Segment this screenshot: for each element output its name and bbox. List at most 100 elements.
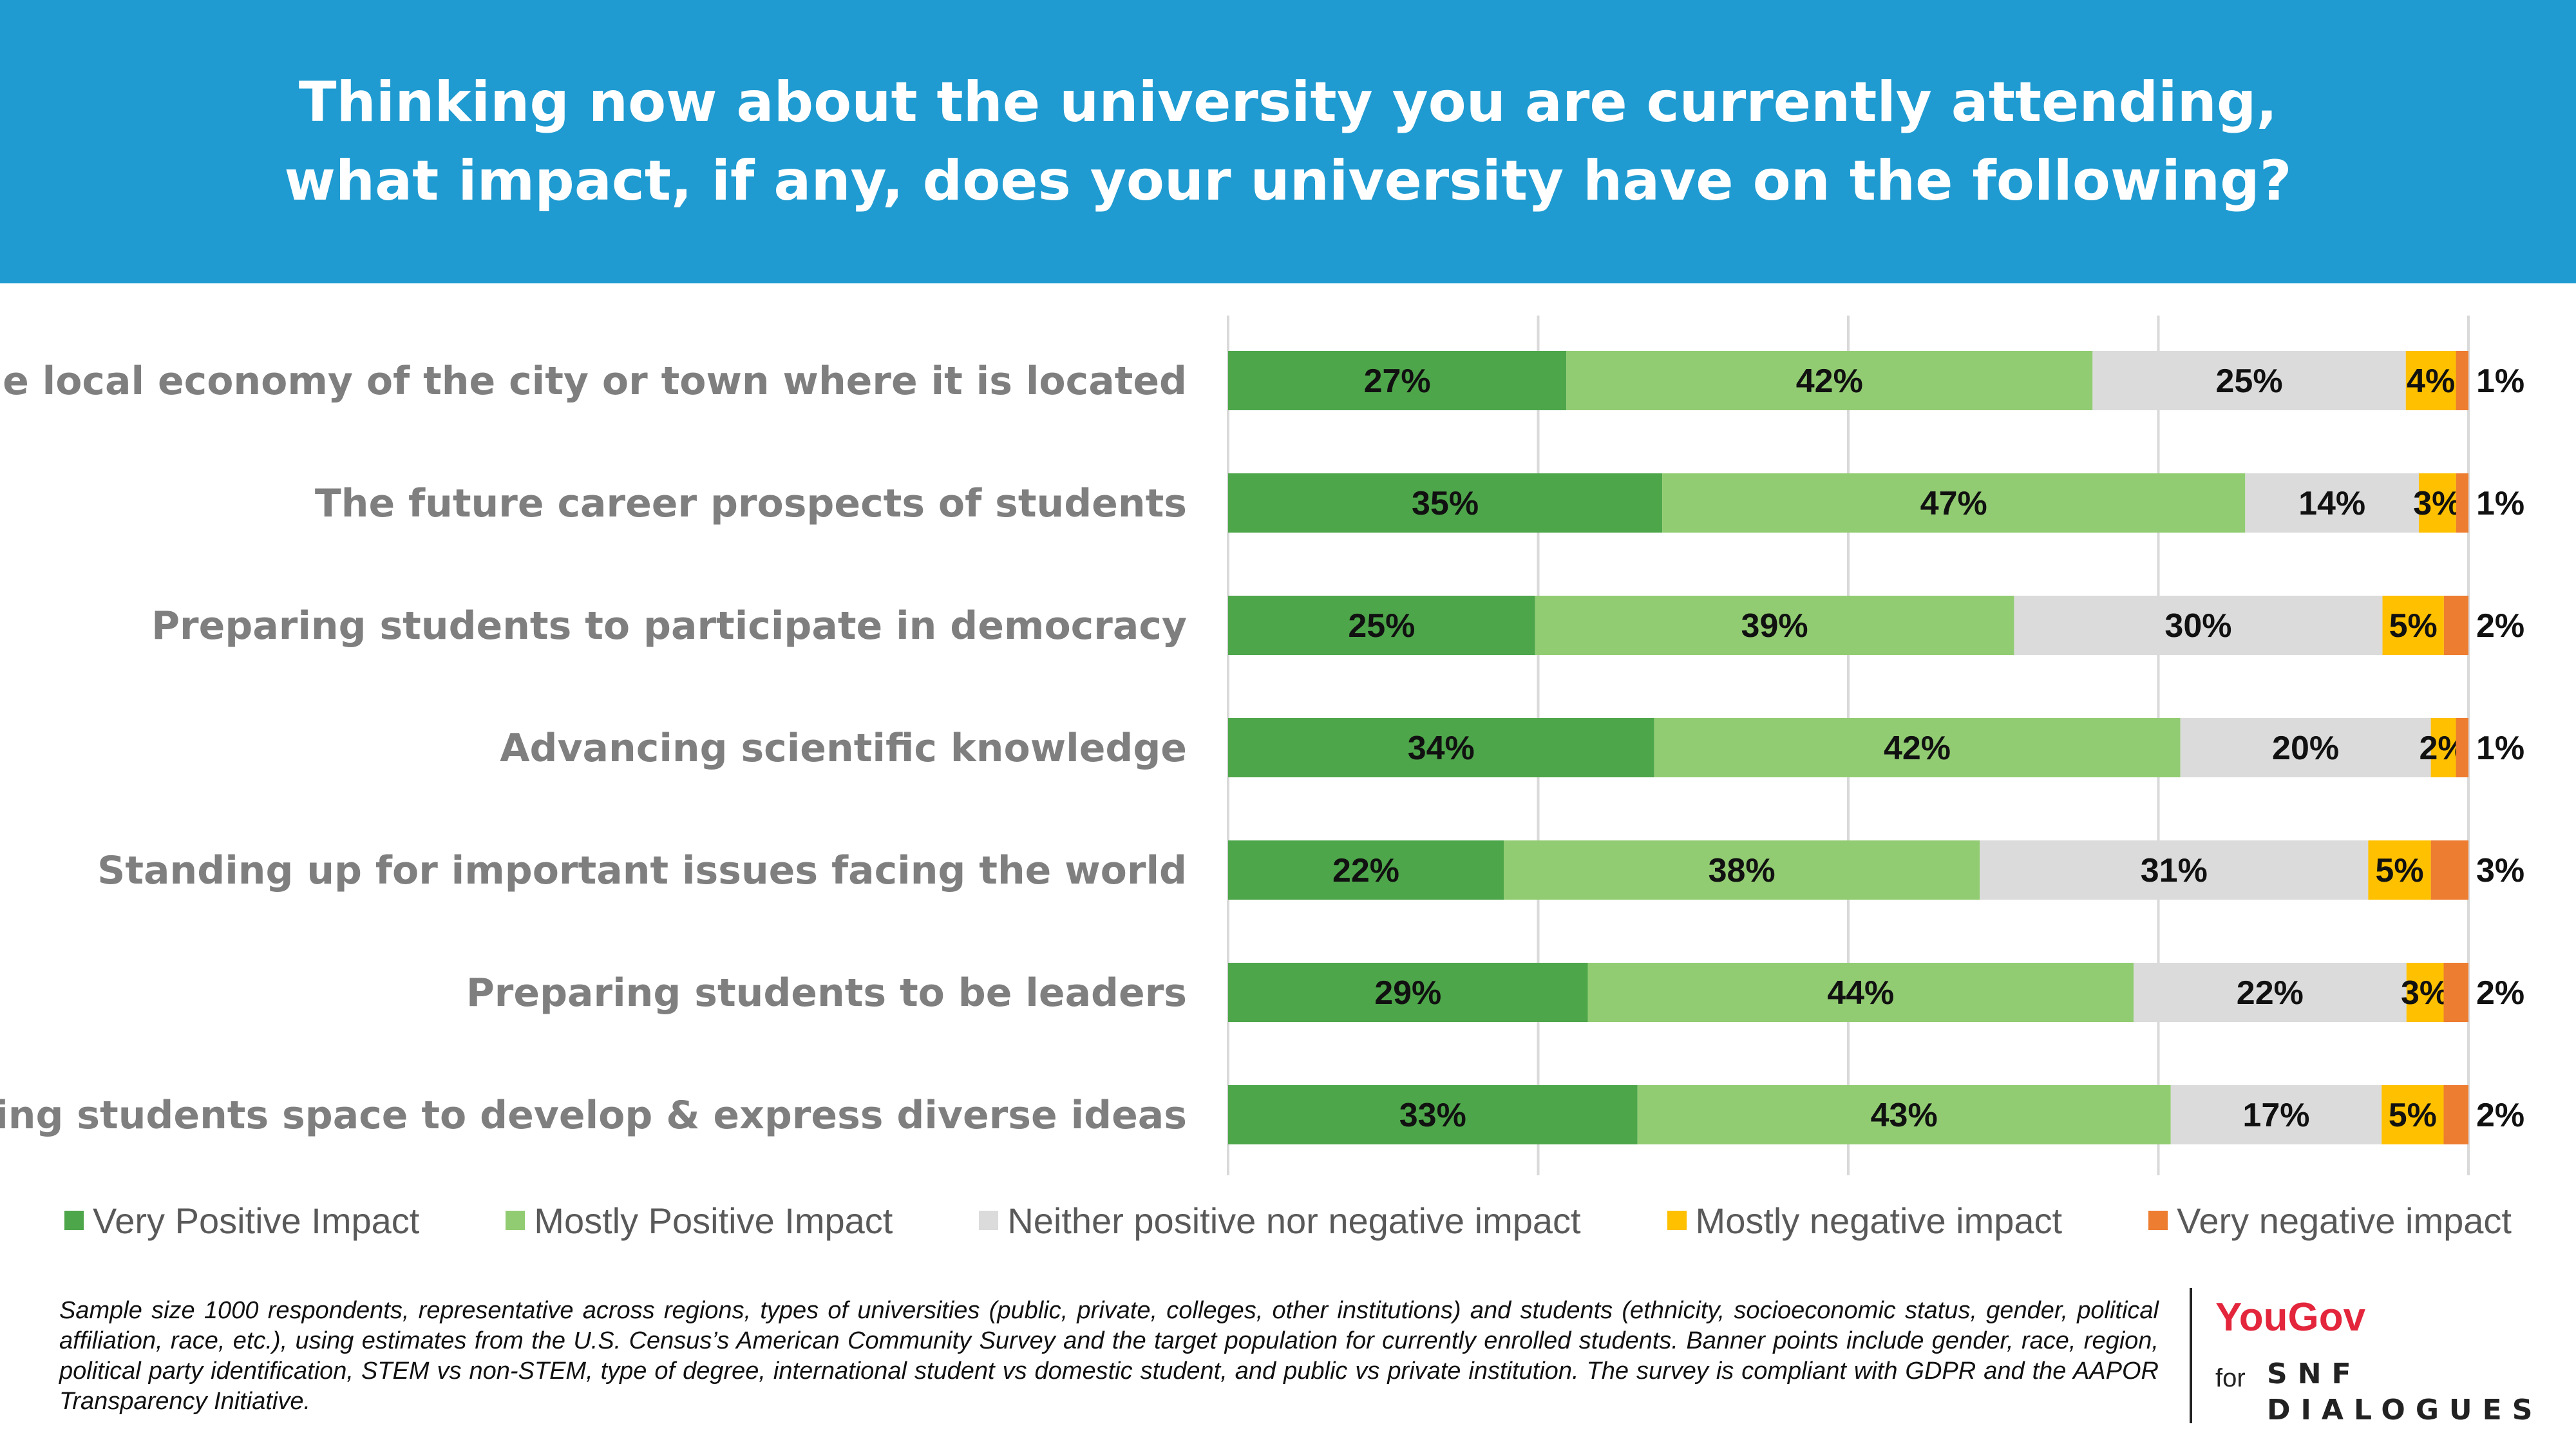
bar-segment	[1228, 351, 1567, 410]
bar-segment	[2382, 596, 2444, 655]
legend-label: Neither positive nor negative impact	[1007, 1200, 1581, 1241]
data-label: 25%	[2216, 363, 2283, 400]
title-line-1: Thinking now about the university you ar…	[298, 70, 2278, 135]
bar-segment	[2456, 473, 2468, 533]
data-label: 2%	[2476, 607, 2524, 645]
bar-segment	[2180, 718, 2431, 777]
bar-segment	[1504, 840, 1980, 900]
bar-segment	[2430, 718, 2456, 777]
data-label: 1%	[2476, 363, 2524, 400]
chart-title: Thinking now about the university you ar…	[0, 0, 2576, 283]
data-label: 1%	[2476, 485, 2524, 522]
data-label: 3%	[2476, 852, 2524, 889]
legend-item: Neither positive nor negative impact	[979, 1200, 1581, 1242]
bar-segment	[2456, 351, 2468, 410]
data-label: 4%	[2407, 363, 2455, 400]
data-label: 42%	[1884, 730, 1951, 767]
data-label: 31%	[2141, 852, 2208, 889]
legend-swatch	[64, 1211, 84, 1230]
legend-swatch	[2148, 1211, 2168, 1230]
snf-dialogues-logo: SNF DIALOGUES	[2267, 1356, 2543, 1428]
data-label: 34%	[1408, 730, 1475, 767]
title-line-2: what impact, if any, does your universit…	[284, 149, 2292, 213]
legend-swatch	[506, 1211, 526, 1230]
data-label: 33%	[1399, 1097, 1466, 1134]
bar-segment	[1228, 596, 1535, 655]
data-label: 29%	[1374, 974, 1441, 1012]
legend-swatch	[979, 1211, 999, 1230]
legend-item: Mostly Positive Impact	[506, 1200, 893, 1242]
data-label: 5%	[2375, 852, 2423, 889]
data-label: 5%	[2389, 607, 2438, 645]
data-label: 3%	[2401, 974, 2449, 1012]
legend-item: Mostly negative impact	[1667, 1200, 2063, 1242]
bar-segment	[2443, 596, 2468, 655]
category-label: Advancing scientific knowledge	[500, 726, 1187, 771]
bar-segment	[1662, 473, 2246, 533]
legend-swatch	[1667, 1211, 1687, 1230]
bar-segment	[1654, 718, 2181, 777]
bar-segment	[2443, 1085, 2468, 1144]
legend-item: Very negative impact	[2148, 1200, 2512, 1242]
footnote: Sample size 1000 respondents, representa…	[59, 1297, 2159, 1415]
data-label: 39%	[1741, 607, 1808, 645]
brand-divider	[2190, 1288, 2192, 1423]
data-label: 17%	[2242, 1097, 2309, 1134]
data-label: 22%	[1332, 852, 1399, 889]
bar-segment	[2430, 840, 2468, 900]
brand-block: YouGov for SNF DIALOGUES	[2215, 1294, 2563, 1436]
data-label: 22%	[2237, 974, 2304, 1012]
snf-logo-line-2: DIALOGUES	[2267, 1394, 2543, 1426]
bar-segment	[2368, 840, 2431, 900]
bar-segment	[1980, 840, 2369, 900]
legend-label: Mostly negative impact	[1695, 1200, 2063, 1241]
data-label: 5%	[2389, 1097, 2437, 1134]
legend: Very Positive Impact Mostly Positive Impa…	[64, 1198, 2512, 1243]
bar-segment	[2443, 963, 2468, 1022]
data-label: 47%	[1920, 485, 1987, 522]
data-label: 2%	[2476, 1097, 2524, 1134]
data-label: 27%	[1364, 363, 1431, 400]
bar-segment	[2406, 963, 2444, 1022]
legend-item: Very Positive Impact	[64, 1200, 419, 1242]
category-label: Preparing students to participate in dem…	[151, 603, 1187, 649]
bar-segment	[2418, 473, 2456, 533]
data-label: 42%	[1796, 363, 1863, 400]
chart-svg: The local economy of the city or town wh…	[0, 316, 2524, 1175]
bar-segment	[2170, 1085, 2382, 1144]
bar-segment	[2092, 351, 2406, 410]
bar-segment	[2456, 718, 2468, 777]
data-label: 30%	[2164, 607, 2231, 645]
bar-segment	[1228, 963, 1588, 1022]
brand-for-text: for	[2215, 1364, 2246, 1392]
legend-label: Mostly Positive Impact	[534, 1200, 893, 1241]
legend-label: Very negative impact	[2177, 1200, 2512, 1241]
bar-segment	[2014, 596, 2383, 655]
category-label: Standing up for important issues facing …	[97, 848, 1187, 893]
data-label: 43%	[1871, 1097, 1938, 1134]
bar-segment	[2382, 1085, 2444, 1144]
data-label: 35%	[1412, 485, 1479, 522]
yougov-logo: YouGov	[2215, 1295, 2366, 1340]
bar-segment	[2245, 473, 2419, 533]
data-label: 14%	[2298, 485, 2365, 522]
bar-segment	[2405, 351, 2456, 410]
snf-logo-line-1: SNF	[2267, 1358, 2362, 1390]
data-label: 3%	[2413, 485, 2461, 522]
bar-segment	[1228, 473, 1663, 533]
bar-segment	[2133, 963, 2407, 1022]
bar-segment	[1535, 596, 2014, 655]
category-label: The local economy of the city or town wh…	[0, 359, 1187, 404]
bar-segment	[1228, 718, 1654, 777]
bar-segment	[1587, 963, 2134, 1022]
category-label: Preparing students to be leaders	[466, 971, 1187, 1016]
legend-label: Very Positive Impact	[93, 1200, 420, 1241]
data-label: 2%	[2476, 974, 2524, 1012]
bar-segment	[1566, 351, 2093, 410]
data-label: 20%	[2272, 730, 2339, 767]
bar-segment	[1637, 1085, 2171, 1144]
category-label: Giving students space to develop & expre…	[0, 1093, 1187, 1138]
bar-segment	[1228, 1085, 1638, 1144]
data-label: 38%	[1709, 852, 1776, 889]
category-label: The future career prospects of students	[315, 481, 1187, 526]
